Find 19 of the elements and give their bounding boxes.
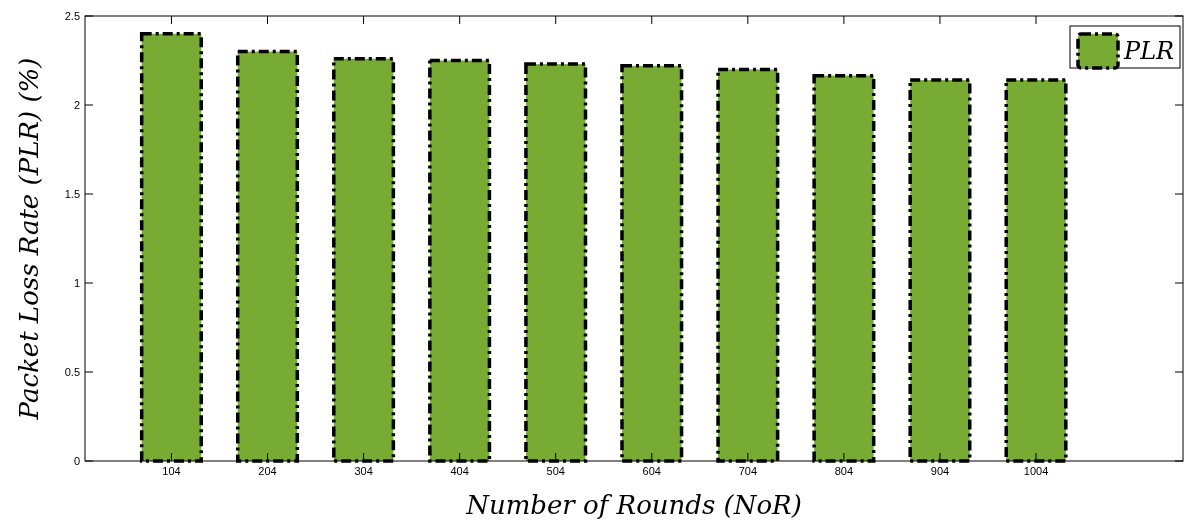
y-axis-title: Packet Loss Rate (PLR) (%): [14, 57, 44, 421]
y-tick-label: 1: [73, 276, 80, 289]
x-tick-label: 404: [450, 465, 469, 477]
legend-label: PLR: [1123, 37, 1175, 66]
x-tick-label: 604: [642, 465, 661, 477]
x-axis-title: Number of Rounds (NoR): [465, 490, 802, 520]
x-tick-label: 704: [738, 465, 758, 477]
y-tick-label: 0: [73, 454, 80, 467]
y-tick-label: 0.5: [64, 365, 80, 378]
x-tick-label: 904: [930, 465, 950, 477]
x-tick-label: 104: [162, 465, 181, 477]
x-tick-label: 204: [258, 465, 277, 477]
y-tick-label: 2: [73, 98, 80, 111]
x-tick-label: 304: [354, 465, 373, 477]
y-tick-label: 1.5: [64, 187, 80, 200]
x-tick-label: 804: [834, 465, 854, 477]
y-tick-label: 2.5: [64, 9, 80, 22]
x-tick-label: 504: [546, 465, 565, 477]
x-tick-label: 1004: [1023, 465, 1049, 477]
